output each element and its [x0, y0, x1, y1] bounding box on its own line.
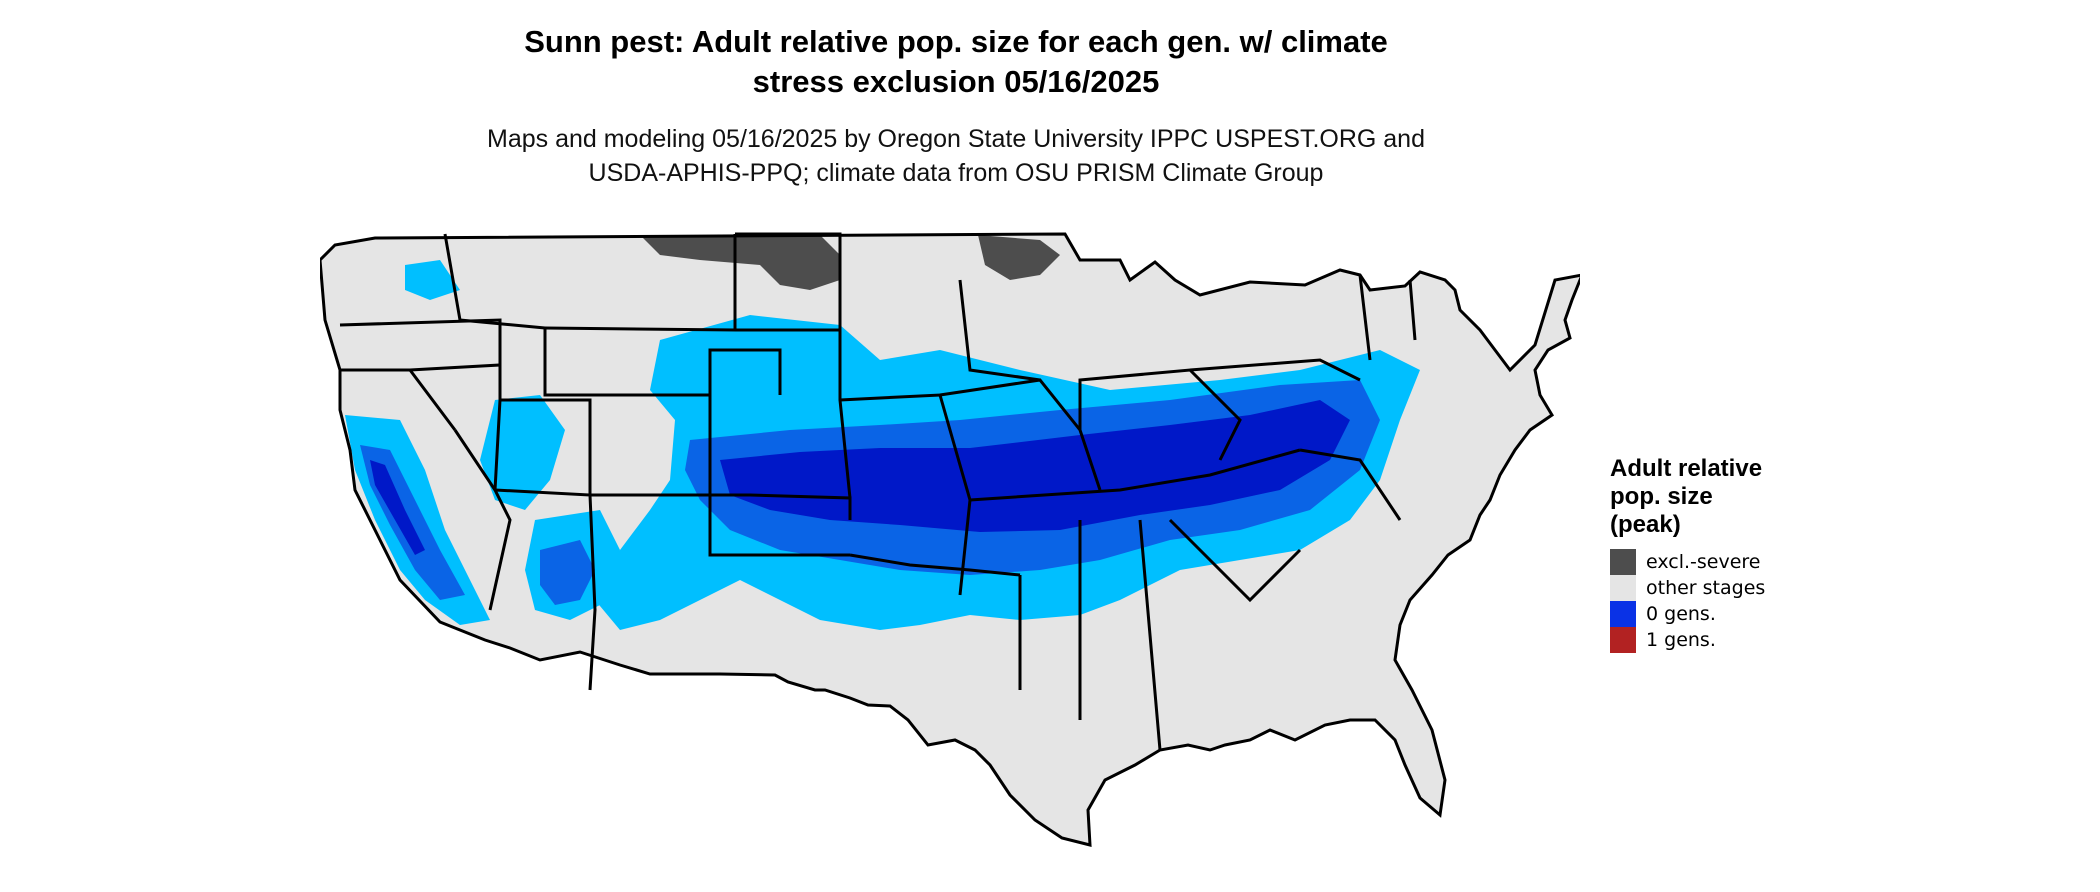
legend-label-1-gens: 1 gens.: [1646, 629, 1716, 651]
national-outline: [320, 232, 1580, 847]
legend-title-line2: pop. size: [1610, 483, 1713, 510]
border-new-england: [1358, 274, 1417, 361]
map-subtitle-line2: USDA-APHIS-PPQ; climate data from OSU PR…: [588, 159, 1324, 187]
border-co-ks-ok: [590, 493, 852, 520]
legend-item-excl-severe: excl.-severe: [1610, 549, 1850, 575]
light-blue-zone-northwest: [405, 260, 460, 300]
border-ok-tx-ar-la: [849, 553, 1021, 577]
map-subtitle: Maps and modeling 05/16/2025 by Oregon S…: [0, 122, 1912, 190]
legend-title: Adult relative pop. size (peak): [1610, 455, 1850, 539]
border-mn-wi-mi: [958, 279, 1041, 382]
border-wy-sd: [708, 348, 782, 395]
us-map: [320, 232, 1580, 847]
legend-item-other-stages: other stages: [1610, 575, 1850, 601]
legend-item-1-gens: 1 gens.: [1610, 627, 1850, 653]
legend-item-0-gens: 0 gens.: [1610, 601, 1850, 627]
border-az-nm: [494, 488, 597, 691]
map-title-line1: Sunn pest: Adult relative pop. size for …: [524, 24, 1388, 59]
border-pa-ny: [1189, 358, 1361, 382]
legend-label-excl-severe: excl.-severe: [1646, 551, 1761, 573]
legend-swatch-other-stages: [1610, 575, 1636, 601]
border-mt-id-wy-co: [443, 233, 712, 495]
border-sc-ga-nc: [1168, 518, 1302, 603]
border-tn-ky: [969, 448, 1301, 502]
excl-severe-region-minnesota: [978, 235, 1060, 280]
legend-swatch-1-gens: [1610, 627, 1636, 653]
border-nv-id-ut: [409, 363, 502, 491]
legend-swatch-excl-severe: [1610, 549, 1636, 575]
map-subtitle-line1: Maps and modeling 05/16/2025 by Oregon S…: [487, 125, 1425, 153]
dark-blue-zone-california: [370, 460, 425, 555]
border-nm-tx-ok: [708, 495, 850, 557]
map-title-line2: stress exclusion 05/16/2025: [752, 64, 1160, 99]
mid-blue-zone-arizona: [540, 540, 595, 605]
legend-label-0-gens: 0 gens.: [1646, 603, 1716, 625]
border-ca-nv-az: [453, 429, 512, 611]
border-ia-mo-ar: [839, 393, 972, 596]
legend-label-other-stages: other stages: [1646, 577, 1766, 599]
map-fill-layer: [320, 234, 1580, 845]
map-title: Sunn pest: Adult relative pop. size for …: [0, 22, 1912, 102]
excl-severe-region-north-dakota: [640, 235, 840, 290]
border-nd-sd-ne-ks: [735, 328, 852, 499]
light-blue-zone-great-basin: [480, 395, 565, 510]
state-borders: [320, 232, 1580, 847]
border-ut: [500, 398, 592, 495]
legend-title-line3: (peak): [1610, 511, 1681, 538]
border-ms-al-ga: [1018, 519, 1162, 751]
legend-title-line1: Adult relative: [1610, 455, 1763, 482]
legend-swatch-0-gens: [1610, 601, 1636, 627]
border-il-in: [939, 378, 1102, 491]
border-wa-or-id: [339, 318, 502, 365]
border-nd-mn: [735, 232, 842, 330]
border-va-nc: [1299, 448, 1402, 521]
legend: Adult relative pop. size (peak) excl.-se…: [1610, 455, 1850, 653]
dark-blue-zone-core: [720, 400, 1350, 532]
